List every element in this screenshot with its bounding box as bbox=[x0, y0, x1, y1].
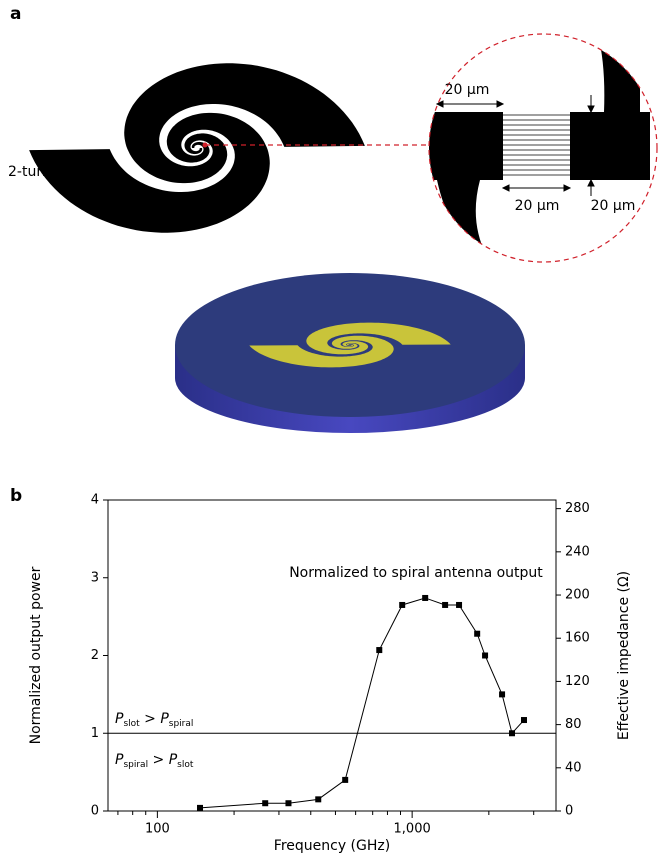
y-tick-label: 0 bbox=[91, 804, 99, 819]
y2-tick-label: 240 bbox=[565, 544, 590, 559]
y2-tick-label: 40 bbox=[565, 760, 582, 775]
annotation-part: slot bbox=[123, 719, 140, 729]
y2-axis-label: Effective impedance (Ω) bbox=[616, 571, 632, 740]
data-point bbox=[474, 631, 480, 637]
y2-tick-label: 120 bbox=[565, 674, 590, 689]
annotation-part: spiral bbox=[123, 760, 148, 770]
data-point bbox=[342, 777, 348, 783]
data-point bbox=[376, 647, 382, 653]
y2-tick-label: 200 bbox=[565, 588, 590, 603]
y2-tick-label: 80 bbox=[565, 717, 582, 732]
data-point bbox=[197, 805, 203, 811]
data-point bbox=[509, 730, 515, 736]
zoom-inset bbox=[420, 28, 650, 262]
y2-tick-label: 160 bbox=[565, 631, 590, 646]
x-tick-label: 1,000 bbox=[394, 822, 431, 837]
annotation-part: > bbox=[140, 711, 161, 727]
y-tick-label: 2 bbox=[91, 648, 99, 663]
annotation-part: slot bbox=[177, 760, 194, 770]
annotation-part: Normalized to spiral antenna output bbox=[289, 565, 543, 581]
data-point bbox=[422, 595, 428, 601]
spiral-antenna bbox=[29, 63, 365, 232]
annotation: Pslot > Pspiral bbox=[115, 711, 193, 729]
disk-top bbox=[175, 273, 525, 417]
y-tick-label: 1 bbox=[91, 726, 99, 741]
figure: a 2-turn spiral 20 μm 20 μm 20 μm b 0 1 2 3… bbox=[0, 0, 659, 858]
spiral-label: 2-turn spiral bbox=[8, 164, 93, 180]
data-point bbox=[442, 602, 448, 608]
y-axis-label: Normalized output power bbox=[28, 566, 44, 744]
data-line bbox=[200, 598, 524, 808]
y2-tick-label: 280 bbox=[565, 501, 590, 516]
y-tick-label: 4 bbox=[91, 493, 99, 508]
data-point bbox=[399, 602, 405, 608]
data-point bbox=[262, 800, 268, 806]
y-tick-label: 3 bbox=[91, 570, 99, 585]
dimension-label: 20 μm bbox=[591, 198, 636, 214]
x-tick-label: 100 bbox=[145, 822, 170, 837]
dimension-label: 20 μm bbox=[445, 82, 490, 98]
annotation: Normalized to spiral antenna output bbox=[289, 565, 543, 581]
annotation: Pspiral > Pslot bbox=[115, 752, 194, 770]
data-point bbox=[482, 653, 488, 659]
data-point bbox=[521, 717, 527, 723]
data-point bbox=[315, 796, 321, 802]
data-point bbox=[285, 800, 291, 806]
x-axis-label: Frequency (GHz) bbox=[274, 838, 390, 854]
data-point bbox=[499, 691, 505, 697]
y2-tick-label: 0 bbox=[565, 804, 573, 819]
panel-label: b bbox=[10, 486, 22, 506]
dimension-label: 20 μm bbox=[515, 198, 560, 214]
annotation-part: spiral bbox=[169, 719, 194, 729]
panel-label: a bbox=[10, 4, 21, 24]
annotation-part: > bbox=[148, 752, 169, 768]
zoom-point bbox=[203, 143, 208, 148]
data-point bbox=[456, 602, 462, 608]
